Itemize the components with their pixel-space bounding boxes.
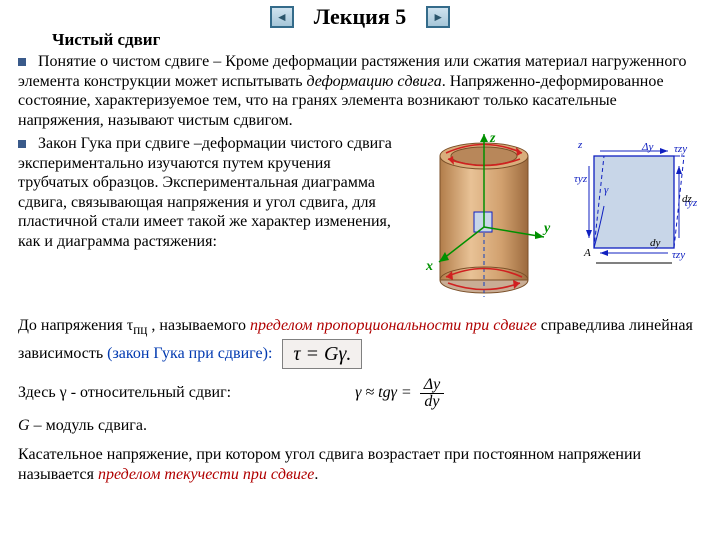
svg-text:dz: dz [682, 193, 693, 205]
next-icon[interactable]: ► [426, 6, 450, 28]
bullet-icon [18, 140, 26, 148]
paragraph-4: Здесь γ - относительный сдвиг: γ ≈ tgγ =… [18, 377, 704, 410]
paragraph-6: Касательное напряжение, при котором угол… [18, 445, 704, 484]
paragraph-1: Понятие о чистом сдвиге – Кроме деформац… [18, 52, 704, 130]
approx-formula: γ ≈ tgγ = Δydy [355, 377, 448, 410]
p3-limit: пределом пропорциональности при сдвиге [250, 317, 537, 334]
svg-text:τzy: τzy [672, 249, 685, 261]
svg-text:x: x [425, 259, 433, 274]
paragraph-3: До напряжения τпц , называемого пределом… [18, 316, 704, 369]
cylinder-diagram: z y x [404, 132, 564, 302]
p3sub: пц [133, 322, 147, 337]
shear-element-diagram: z γ τzy τzy τyz τyz Δy dz dy [574, 138, 704, 278]
page-title: Лекция 5 [314, 4, 406, 30]
p5a: G [18, 417, 30, 434]
svg-text:γ: γ [604, 184, 609, 196]
p3b: , называемого [147, 317, 250, 334]
p4a: Здесь γ - относительный сдвиг: [18, 384, 231, 401]
svg-text:τzy: τzy [674, 143, 687, 155]
p6-dot: . [314, 466, 318, 483]
diagram-area: z y x z γ τzy τzy τyz τyz [404, 132, 704, 302]
paragraph-5: G – модуль сдвига. [18, 416, 704, 436]
approx-lhs: γ ≈ tgγ = [355, 384, 412, 401]
p2-lead: Закон Гука при сдвиге –деформации чистог… [18, 135, 392, 250]
p6-yield: пределом текучести при сдвиге [98, 466, 314, 483]
svg-text:z: z [489, 132, 496, 146]
hooke-formula: τ = Gγ. [282, 339, 362, 369]
approx-den: dy [420, 394, 445, 410]
p1-em: деформацию сдвига [307, 73, 442, 90]
p3-hooke: (закон Гука при сдвиге): [107, 344, 272, 361]
section-title: Чистый сдвиг [52, 30, 704, 50]
p5b: – модуль сдвига. [30, 417, 147, 434]
svg-text:dy: dy [650, 237, 661, 249]
svg-text:A: A [583, 247, 591, 259]
svg-text:τyz: τyz [574, 173, 588, 185]
svg-text:y: y [542, 221, 551, 236]
p3a: До напряжения τ [18, 317, 133, 334]
bullet-icon [18, 58, 26, 66]
approx-num: Δy [420, 377, 445, 394]
svg-text:z: z [577, 139, 583, 151]
svg-text:Δy: Δy [641, 141, 653, 153]
prev-icon[interactable]: ◄ [270, 6, 294, 28]
